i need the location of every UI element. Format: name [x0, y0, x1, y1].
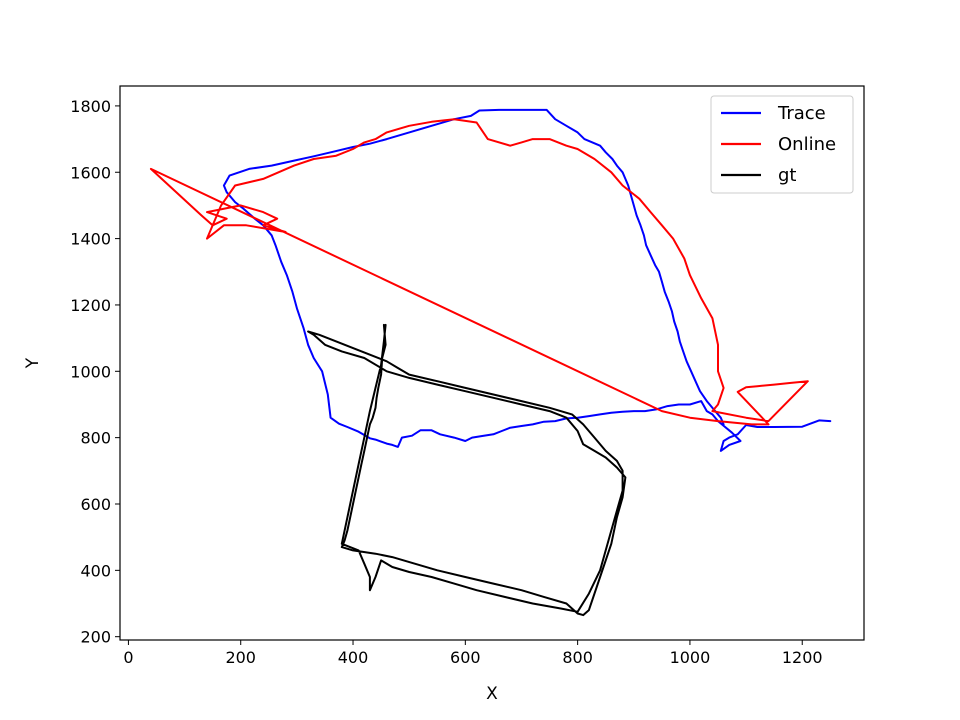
- legend-label-gt: gt: [778, 165, 796, 186]
- y-tick-label: 1000: [70, 362, 111, 381]
- x-axis-label: X: [486, 684, 498, 704]
- x-tick-label: 800: [562, 648, 593, 667]
- x-tick-label: 1200: [782, 648, 823, 667]
- x-tick-label: 1000: [670, 648, 711, 667]
- legend-box: [710, 95, 854, 194]
- y-tick-label: 1800: [70, 97, 111, 116]
- legend-label-online: Online: [778, 134, 836, 155]
- y-tick-label: 800: [80, 429, 111, 448]
- plot-frame: [119, 85, 865, 641]
- legend-label-trace: Trace: [777, 103, 826, 124]
- series-line-online: [149, 118, 809, 426]
- y-tick-label: 1200: [70, 296, 111, 315]
- x-tick-label: 600: [450, 648, 481, 667]
- series-line-trace: [222, 108, 832, 452]
- x-axis-ticks: 0 200 400 600 800 1000 1200: [123, 640, 823, 667]
- y-tick-label: 1600: [70, 163, 111, 182]
- y-tick-label: 400: [80, 561, 111, 580]
- y-tick-label: 600: [80, 495, 111, 514]
- x-tick-label: 400: [338, 648, 369, 667]
- x-tick-label: 200: [225, 648, 256, 667]
- x-tick-label: 0: [123, 648, 133, 667]
- series-layer: [149, 108, 832, 617]
- y-axis-ticks: 200 400 600 800 1000 1200 1400 1600 1800: [70, 97, 120, 647]
- y-axis-label: Y: [23, 357, 43, 369]
- legend: Trace Online gt: [710, 95, 854, 194]
- y-tick-label: 1400: [70, 230, 111, 249]
- y-tick-label: 200: [80, 628, 111, 647]
- series-line-gt: [307, 323, 627, 617]
